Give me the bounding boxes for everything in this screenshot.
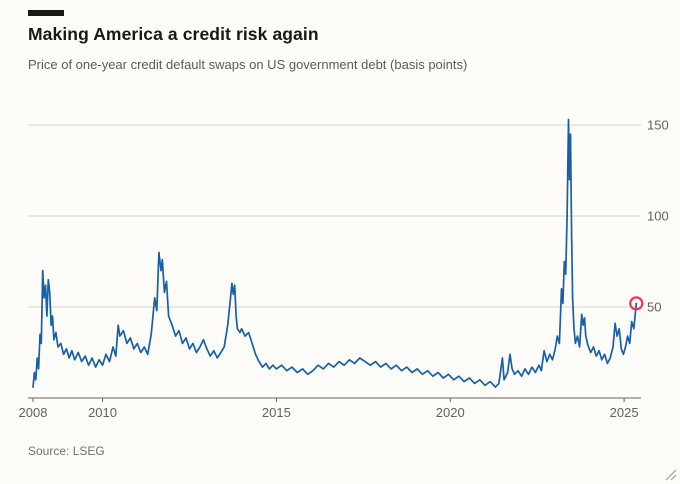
resize-grip-icon[interactable] — [661, 465, 677, 481]
plot-svg: 50 100 150 2008 2010 2015 2020 2025 — [19, 118, 669, 421]
title-rule — [28, 10, 64, 16]
chart-title: Making America a credit risk again — [28, 24, 319, 44]
x-tick-label: 2015 — [262, 405, 291, 420]
y-tick-label: 100 — [647, 209, 669, 224]
chart-subtitle: Price of one-year credit default swaps o… — [28, 57, 468, 72]
x-tick-label: 2010 — [88, 405, 117, 420]
endpoint-highlight-marker — [629, 296, 644, 311]
cds-price-line — [32, 118, 638, 388]
x-tick-label: 2008 — [19, 405, 48, 420]
x-tick-label: 2025 — [610, 405, 639, 420]
y-tick-label: 50 — [647, 300, 661, 315]
source-label: Source: LSEG — [28, 444, 105, 458]
x-tick-label: 2020 — [436, 405, 465, 420]
y-tick-label: 150 — [647, 118, 669, 133]
